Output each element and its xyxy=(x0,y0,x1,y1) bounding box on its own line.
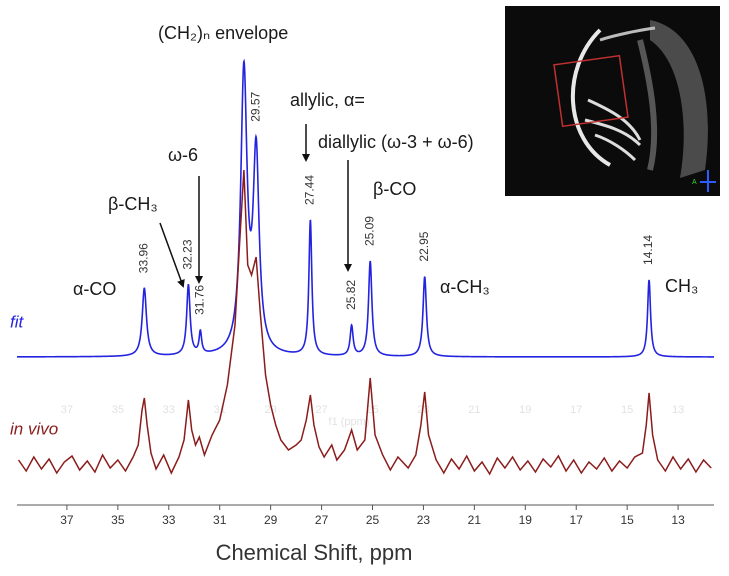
peak-label: 29.57 xyxy=(248,91,262,121)
peak-label: 31.76 xyxy=(193,285,207,315)
annotation: CH₃ xyxy=(665,276,698,296)
peak-label: 25.09 xyxy=(362,216,376,246)
peak-label: 25.82 xyxy=(344,280,358,310)
x-tick-label: 25 xyxy=(366,513,380,527)
peak-label: 33.96 xyxy=(137,243,151,273)
ghost-tick-label: 15 xyxy=(621,404,633,416)
ghost-axis-label: f1 (ppm) xyxy=(329,416,370,428)
x-tick-label: 23 xyxy=(417,513,431,527)
in-vivo-line xyxy=(17,169,712,476)
annotation: α-CH₃ xyxy=(440,277,490,297)
x-tick-label: 33 xyxy=(162,513,176,527)
ghost-tick-label: 37 xyxy=(61,404,73,416)
x-tick-label: 15 xyxy=(620,513,634,527)
annotation: (CH₂)ₙ envelope xyxy=(158,23,288,43)
ghost-tick-label: 31 xyxy=(214,404,226,416)
ghost-tick-label: 19 xyxy=(519,404,531,416)
x-tick-label: 13 xyxy=(671,513,685,527)
ghost-tick-label: 27 xyxy=(315,404,327,416)
peak-label: 27.44 xyxy=(303,175,317,205)
x-tick-label: 17 xyxy=(570,513,584,527)
fit-line xyxy=(17,58,714,358)
x-tick-label: 27 xyxy=(315,513,329,527)
series-label: in vivo xyxy=(10,419,58,438)
x-tick-label: 21 xyxy=(468,513,482,527)
svg-text:A: A xyxy=(692,179,697,186)
ghost-tick-label: 17 xyxy=(570,404,582,416)
arrows xyxy=(159,124,352,288)
x-tick-label: 35 xyxy=(111,513,125,527)
x-tick-label: 29 xyxy=(264,513,278,527)
x-tick-label: 37 xyxy=(60,513,74,527)
annotation: ω-6 xyxy=(168,145,198,165)
x-tick-label: 19 xyxy=(519,513,533,527)
inset-image: A xyxy=(505,6,720,196)
ghost-tick-label: 35 xyxy=(112,404,124,416)
x-tick-label: 31 xyxy=(213,513,227,527)
x-axis-title: Chemical Shift, ppm xyxy=(216,540,413,565)
ghost-tick-label: 29 xyxy=(265,404,277,416)
ghost-tick-label: 21 xyxy=(468,404,480,416)
annotation: β-CH₃ xyxy=(108,194,158,214)
annotation: allylic, α= xyxy=(290,90,365,110)
peak-label: 22.95 xyxy=(417,231,431,261)
annotation: β-CO xyxy=(373,179,416,199)
ghost-tick-label: 33 xyxy=(163,404,175,416)
annotation: diallylic (ω-3 + ω-6) xyxy=(318,132,474,152)
annotation: α-CO xyxy=(73,279,116,299)
series-label: fit xyxy=(10,312,25,331)
peak-label: 14.14 xyxy=(641,235,655,265)
arrow xyxy=(159,222,185,288)
ghost-tick-label: 13 xyxy=(672,404,684,416)
peak-label: 32.23 xyxy=(181,239,195,269)
